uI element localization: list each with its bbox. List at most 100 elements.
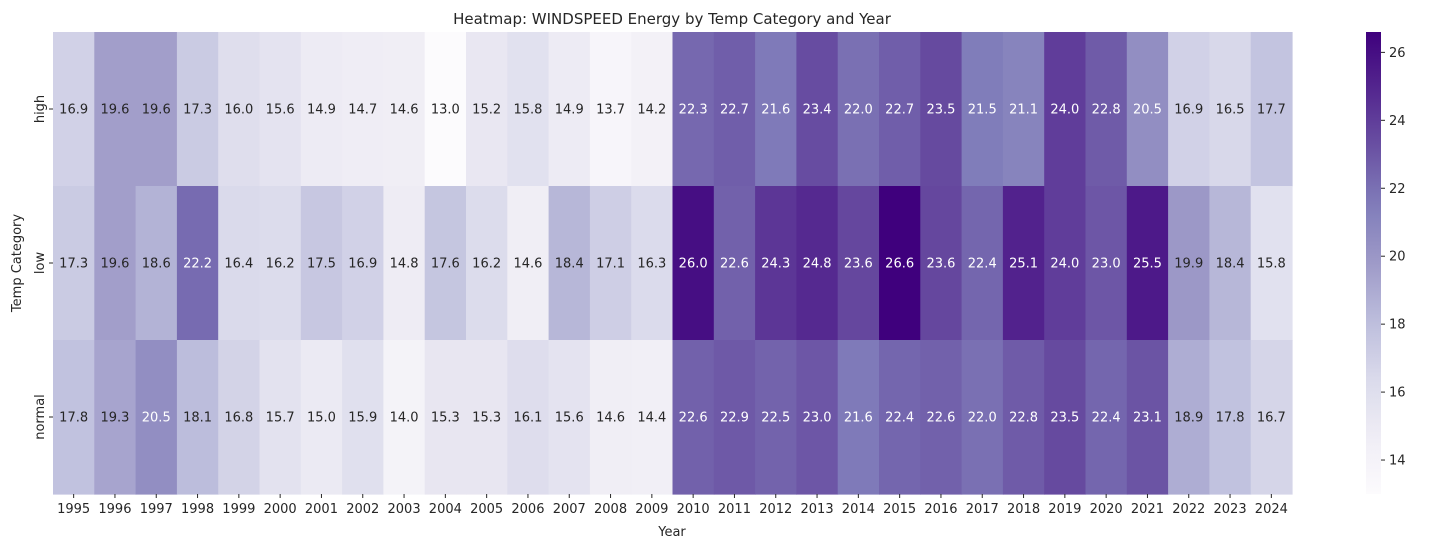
x-tick-label: 2014 bbox=[842, 502, 875, 517]
heatmap-cell bbox=[796, 340, 839, 495]
cell-value-label: 20.5 bbox=[1133, 103, 1162, 118]
cell-value-label: 22.8 bbox=[1009, 411, 1038, 426]
cell-value-label: 15.0 bbox=[307, 411, 336, 426]
cell-value-label: 19.3 bbox=[100, 411, 129, 426]
heatmap-cell bbox=[94, 186, 137, 341]
cell-value-label: 16.0 bbox=[224, 103, 253, 118]
cell-value-label: 14.9 bbox=[555, 103, 584, 118]
cell-value-label: 22.6 bbox=[926, 411, 955, 426]
x-tick-label: 2006 bbox=[511, 502, 544, 517]
cell-value-label: 19.6 bbox=[142, 103, 171, 118]
cell-value-label: 22.9 bbox=[720, 411, 749, 426]
heatmap-cell bbox=[383, 186, 426, 341]
heatmap-cell bbox=[1209, 186, 1252, 341]
x-tick-label: 2004 bbox=[429, 502, 462, 517]
cell-value-label: 22.4 bbox=[885, 411, 914, 426]
heatmap-cell bbox=[713, 32, 756, 187]
heatmap-cell bbox=[1168, 186, 1210, 341]
heatmap-cell bbox=[53, 186, 95, 341]
heatmap-cell bbox=[1044, 32, 1087, 187]
heatmap-cell bbox=[755, 186, 797, 341]
heatmap-cell bbox=[796, 186, 839, 341]
cell-value-label: 14.0 bbox=[390, 411, 419, 426]
cell-value-label: 14.4 bbox=[637, 411, 666, 426]
cell-value-label: 14.6 bbox=[390, 103, 419, 118]
cell-value-label: 19.6 bbox=[100, 257, 129, 272]
colorbar-tick-label: 16 bbox=[1389, 386, 1406, 401]
heatmap-cell bbox=[672, 340, 715, 495]
cell-value-label: 24.0 bbox=[1050, 257, 1079, 272]
cell-value-label: 25.5 bbox=[1133, 257, 1162, 272]
cell-value-label: 18.4 bbox=[555, 257, 584, 272]
heatmap-cell bbox=[589, 32, 632, 187]
heatmap-cell bbox=[920, 340, 963, 495]
heatmap-cell bbox=[713, 340, 756, 495]
heatmap-cell bbox=[672, 32, 715, 187]
cell-value-label: 15.6 bbox=[266, 103, 295, 118]
heatmap-cell bbox=[548, 186, 591, 341]
heatmap-cell bbox=[796, 32, 839, 187]
heatmap-cell bbox=[342, 186, 384, 341]
cell-value-label: 20.5 bbox=[142, 411, 171, 426]
cell-value-label: 14.7 bbox=[348, 103, 377, 118]
heatmap-cell bbox=[342, 32, 384, 187]
heatmap-cell bbox=[1250, 186, 1293, 341]
cell-value-label: 17.5 bbox=[307, 257, 336, 272]
x-tick-label: 2017 bbox=[966, 502, 999, 517]
heatmap-cell bbox=[218, 340, 261, 495]
cell-value-label: 13.0 bbox=[431, 103, 460, 118]
cell-value-label: 18.9 bbox=[1174, 411, 1203, 426]
heatmap-cell bbox=[135, 186, 178, 341]
x-tick-label: 1999 bbox=[222, 502, 255, 517]
heatmap-cell bbox=[631, 340, 674, 495]
cell-value-label: 18.6 bbox=[142, 257, 171, 272]
colorbar-tick-label: 18 bbox=[1389, 318, 1406, 333]
cell-value-label: 22.6 bbox=[720, 257, 749, 272]
cell-value-label: 15.8 bbox=[1257, 257, 1286, 272]
cell-value-label: 25.1 bbox=[1009, 257, 1038, 272]
cell-value-label: 15.2 bbox=[472, 103, 501, 118]
cell-value-label: 22.8 bbox=[1092, 103, 1121, 118]
cell-value-label: 22.7 bbox=[885, 103, 914, 118]
cell-value-label: 22.2 bbox=[183, 257, 212, 272]
heatmap-cell bbox=[94, 32, 137, 187]
heatmap-cell bbox=[507, 32, 550, 187]
heatmap-cell bbox=[1126, 32, 1169, 187]
x-tick-label: 2008 bbox=[594, 502, 627, 517]
heatmap-cell bbox=[837, 340, 880, 495]
heatmap-cell bbox=[961, 186, 1004, 341]
y-axis: high low normal bbox=[33, 95, 53, 440]
cell-value-label: 23.1 bbox=[1133, 411, 1162, 426]
heatmap-cell bbox=[466, 340, 508, 495]
heatmap-cell bbox=[135, 32, 178, 187]
cell-value-label: 14.8 bbox=[390, 257, 419, 272]
heatmap-cell bbox=[1126, 186, 1169, 341]
cell-value-label: 26.6 bbox=[885, 257, 914, 272]
x-tick-label: 1995 bbox=[57, 502, 90, 517]
heatmap-cell bbox=[466, 32, 508, 187]
x-tick-label: 2011 bbox=[718, 502, 751, 517]
x-tick-label: 2023 bbox=[1214, 502, 1247, 517]
cell-value-label: 16.9 bbox=[59, 103, 88, 118]
cell-value-label: 21.5 bbox=[968, 103, 997, 118]
cell-value-label: 16.2 bbox=[472, 257, 501, 272]
cell-value-label: 15.3 bbox=[431, 411, 460, 426]
x-tick-label: 2003 bbox=[388, 502, 421, 517]
x-tick-label: 1998 bbox=[181, 502, 214, 517]
cell-value-label: 15.7 bbox=[266, 411, 295, 426]
cell-value-label: 24.3 bbox=[761, 257, 790, 272]
heatmap-cell bbox=[218, 186, 261, 341]
heatmap-cells bbox=[53, 32, 1293, 495]
heatmap-cell bbox=[879, 340, 921, 495]
heatmap-cell bbox=[672, 186, 715, 341]
cell-value-label: 19.9 bbox=[1174, 257, 1203, 272]
x-tick-label: 1996 bbox=[98, 502, 131, 517]
x-tick-label: 2012 bbox=[759, 502, 792, 517]
cell-value-label: 16.9 bbox=[1174, 103, 1203, 118]
heatmap-cell bbox=[961, 32, 1004, 187]
cell-value-label: 17.3 bbox=[183, 103, 212, 118]
heatmap-cell bbox=[259, 186, 302, 341]
heatmap-cell bbox=[176, 340, 219, 495]
heatmap-cell bbox=[755, 32, 797, 187]
heatmap-cell bbox=[259, 340, 302, 495]
